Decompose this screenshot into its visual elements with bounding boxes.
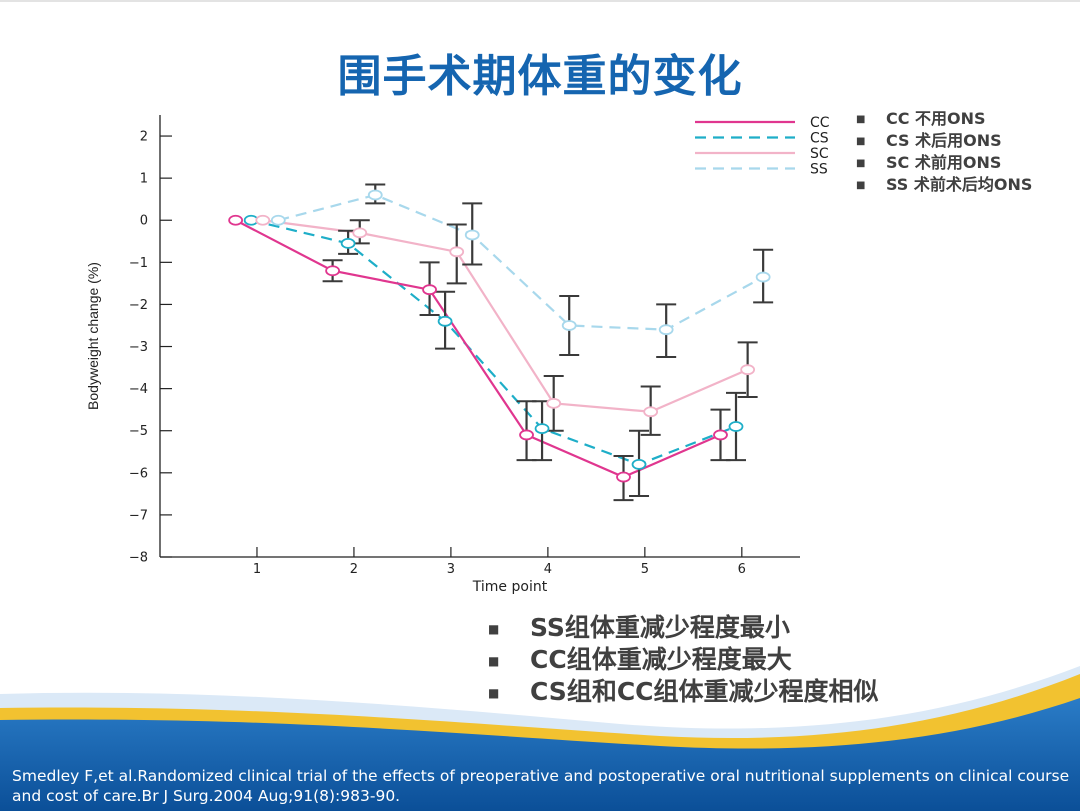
data-point-cc	[422, 284, 437, 296]
x-axis-title: Time point	[472, 579, 548, 595]
bodyweight-chart: 2 1 0 −1 −2 −3 −4 −5 −6 −7 −8 1 2 3 4 5 6 Time point Bodyw…	[85, 115, 830, 595]
x-tick-label: 1	[253, 562, 261, 577]
legend-note-text: SC 术前用ONS	[886, 153, 1002, 172]
legend-label-cc: CC	[810, 115, 830, 131]
bullet-icon: ■	[856, 179, 866, 191]
data-point-ss	[464, 229, 480, 241]
slide-title: 围手术期体重的变化	[337, 51, 743, 102]
data-point-ss	[755, 271, 771, 283]
y-tick-label: 1	[140, 172, 148, 187]
y-tick-label: −8	[129, 551, 148, 566]
legend-label-sc: SC	[810, 146, 829, 162]
data-point-cs	[631, 458, 647, 470]
finding-item: ■ SS组体重减少程度最小	[488, 612, 879, 644]
data-point-sc	[449, 246, 465, 258]
y-tick-label: −7	[129, 508, 148, 523]
legend-note-cc: ■ CC 不用ONS	[856, 108, 1032, 130]
y-tick-label: 0	[140, 214, 148, 229]
bullet-icon: ■	[856, 157, 866, 169]
bullet-icon: ■	[488, 686, 500, 700]
data-point-sc	[643, 406, 659, 418]
bullet-icon: ■	[856, 135, 866, 147]
data-point-cs	[534, 423, 550, 435]
bullet-icon: ■	[856, 113, 866, 125]
y-tick-label: −4	[129, 382, 148, 397]
y-tick-label: −6	[129, 466, 148, 481]
finding-text: SS组体重减少程度最小	[530, 613, 790, 642]
x-tick-label: 6	[738, 562, 746, 577]
findings-list: ■ SS组体重减少程度最小 ■ CC组体重减少程度最大 ■ CS组和CC组体重减少程度…	[488, 612, 879, 708]
y-axis-title: Bodyweight change (%)	[85, 262, 101, 410]
legend-note-sc: ■ SC 术前用ONS	[856, 152, 1032, 174]
data-point-ss	[367, 189, 383, 201]
finding-item: ■ CS组和CC组体重减少程度相似	[488, 676, 879, 708]
legend-note-text: CC 不用ONS	[886, 109, 986, 128]
y-tick-label: 2	[140, 130, 148, 145]
finding-text: CS组和CC组体重减少程度相似	[530, 677, 879, 706]
footer-wave-blue	[0, 698, 1080, 811]
legend-label-cs: CS	[810, 131, 829, 147]
data-point-cs	[340, 237, 356, 249]
data-point-sc	[255, 214, 271, 226]
series-line-cc	[235, 219, 721, 479]
data-point-cc	[228, 214, 244, 226]
series-line-cs	[250, 219, 737, 466]
x-tick-label: 2	[350, 562, 358, 577]
x-tick-label: 4	[544, 562, 552, 577]
series-line-sc	[262, 219, 749, 413]
legend-label-ss: SS	[810, 162, 828, 178]
data-point-cs	[728, 421, 744, 432]
legend-notes: ■ CC 不用ONS ■ CS 术后用ONS ■ SC 术前用ONS ■ SS 术前术后…	[856, 108, 1032, 196]
bullet-icon: ■	[488, 654, 500, 668]
series-line-ss	[278, 193, 764, 331]
data-point-cc	[519, 429, 534, 441]
data-point-ss	[561, 320, 577, 331]
finding-item: ■ CC组体重减少程度最大	[488, 644, 879, 676]
legend-note-cs: ■ CS 术后用ONS	[856, 130, 1032, 152]
legend-note-text: CS 术后用ONS	[886, 131, 1002, 150]
data-point-sc	[352, 227, 368, 239]
y-tick-label: −1	[129, 256, 148, 271]
data-point-cc	[616, 471, 631, 483]
top-rule	[0, 0, 1080, 2]
data-point-ss	[658, 324, 674, 336]
finding-text: CC组体重减少程度最大	[530, 645, 792, 674]
y-tick-label: −2	[129, 298, 148, 313]
x-tick-label: 3	[447, 562, 455, 577]
y-tick-label: −5	[129, 424, 148, 439]
data-point-sc	[740, 364, 756, 376]
legend-note-ss: ■ SS 术前术后均ONS	[856, 174, 1032, 196]
citation-text: Smedley F,et al.Randomized clinical tria…	[12, 767, 1070, 805]
legend-note-text: SS 术前术后均ONS	[886, 175, 1033, 194]
data-point-cc	[713, 429, 728, 441]
x-tick-label: 5	[641, 562, 649, 577]
data-point-cs	[437, 315, 453, 327]
data-point-cc	[325, 265, 341, 277]
data-point-sc	[546, 397, 562, 409]
data-point-ss	[270, 214, 286, 226]
footer-wave	[0, 666, 1080, 811]
bullet-icon: ■	[488, 622, 500, 636]
y-tick-label: −3	[129, 340, 148, 355]
